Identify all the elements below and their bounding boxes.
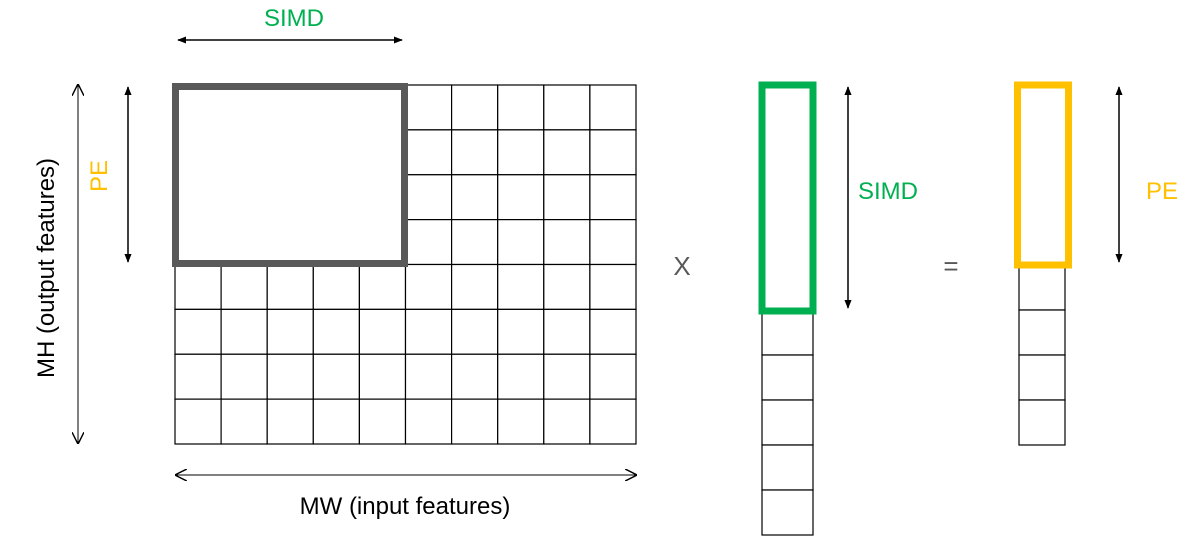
- matrix-cell: [451, 219, 499, 266]
- matrix-cell: [543, 219, 591, 266]
- matrix-cell: [266, 263, 314, 310]
- matrix-cell: [266, 353, 314, 400]
- matrix-cell: [589, 219, 637, 266]
- matrix-cell: [497, 219, 545, 266]
- output-vector-pe-highlight: [1014, 81, 1072, 269]
- matrix-cell: [497, 308, 545, 355]
- matrix-cell: [266, 398, 314, 445]
- pe-output-label: PE: [1146, 178, 1178, 205]
- matrix-cell: [543, 174, 591, 221]
- matrix-cell: [589, 398, 637, 445]
- matrix-cell: [358, 308, 407, 355]
- matrix-cell: [497, 174, 545, 221]
- matrix-cell: [404, 308, 453, 355]
- matrix-cell: [358, 263, 407, 310]
- matrix-cell: [497, 398, 545, 445]
- matrix-cell: [451, 84, 499, 131]
- matrix-cell: [543, 308, 591, 355]
- matrix-cell: [174, 353, 222, 400]
- simd-top-label: SIMD: [264, 5, 324, 32]
- output-vector-cell: [1018, 309, 1066, 356]
- matrix-cell: [589, 174, 637, 221]
- matrix-cell: [174, 308, 222, 355]
- matrix-cell: [589, 129, 637, 176]
- matrix-cell: [451, 174, 499, 221]
- mh-label: MH (output features): [33, 158, 60, 378]
- simd-vector-label: SIMD: [858, 178, 918, 205]
- matrix-cell: [404, 398, 453, 445]
- input-vector-cell: [761, 489, 814, 536]
- matrix-cell: [451, 308, 499, 355]
- matrix-cell: [451, 263, 499, 310]
- matrix-cell: [312, 308, 360, 355]
- matrix-cell: [220, 398, 268, 445]
- matrix-cell: [358, 398, 407, 445]
- matrix-cell: [220, 353, 268, 400]
- matrix-cell: [404, 263, 453, 310]
- output-vector-cell: [1018, 264, 1066, 311]
- matrix-cell: [451, 398, 499, 445]
- matrix-cell: [451, 129, 499, 176]
- matrix-cell: [358, 353, 407, 400]
- matrix-cell: [312, 263, 360, 310]
- matrix-cell: [404, 174, 453, 221]
- pe-simd-tile: [172, 83, 408, 267]
- matrix-cell: [543, 129, 591, 176]
- input-vector-cell: [761, 399, 814, 446]
- output-vector-cell: [1018, 354, 1066, 401]
- matrix-cell: [404, 129, 453, 176]
- matrix-cell: [220, 263, 268, 310]
- matrix-cell: [589, 308, 637, 355]
- matrix-cell: [404, 353, 453, 400]
- matrix-cell: [497, 263, 545, 310]
- input-vector-cell: [761, 309, 814, 356]
- matrix-cell: [312, 398, 360, 445]
- equals-sign: =: [943, 251, 958, 281]
- matrix-cell: [543, 263, 591, 310]
- matrix-cell: [312, 353, 360, 400]
- matrix-cell: [404, 84, 453, 131]
- output-vector-cell: [1018, 399, 1066, 446]
- matrix-cell: [451, 353, 499, 400]
- matrix-cell: [543, 84, 591, 131]
- matrix-cell: [589, 353, 637, 400]
- matrix-cell: [174, 398, 222, 445]
- input-vector-simd-highlight: [758, 81, 817, 315]
- matrix-cell: [543, 398, 591, 445]
- input-vector-cell: [761, 444, 814, 491]
- matrix-cell: [266, 308, 314, 355]
- matrix-cell: [174, 263, 222, 310]
- matrix-cell: [497, 129, 545, 176]
- matrix-cell: [220, 308, 268, 355]
- matrix-cell: [589, 84, 637, 131]
- mw-label: MW (input features): [300, 493, 511, 520]
- pe-left-label: PE: [86, 160, 113, 192]
- matrix-cell: [543, 353, 591, 400]
- matrix-cell: [497, 84, 545, 131]
- matrix-cell: [589, 263, 637, 310]
- input-vector-cell: [761, 354, 814, 401]
- matrix-cell: [404, 219, 453, 266]
- multiply-sign: X: [673, 251, 690, 281]
- matrix-cell: [497, 353, 545, 400]
